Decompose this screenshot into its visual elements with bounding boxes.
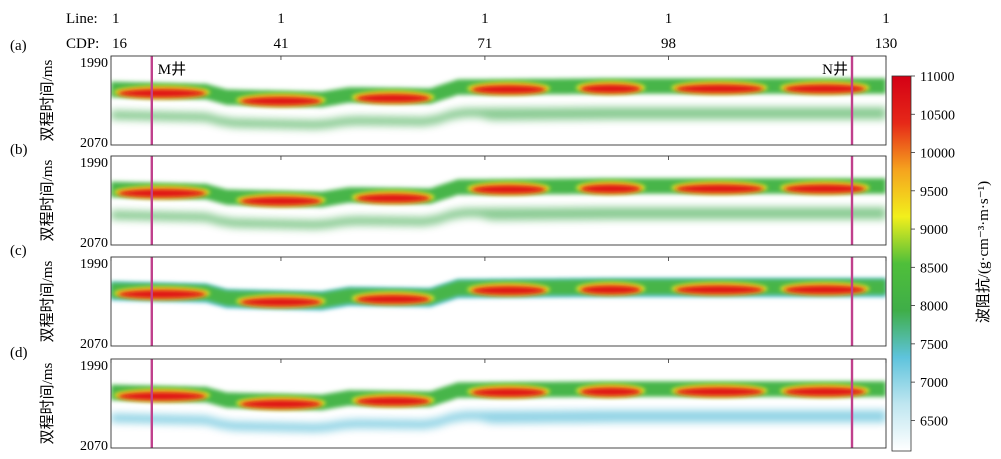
bright-spot (471, 387, 547, 398)
y-tick-label: 2070 (80, 136, 108, 151)
lower-layer (111, 410, 886, 433)
y-tick-label: 1990 (80, 56, 108, 71)
colorbar-tick-label: 10000 (920, 147, 955, 162)
line-value: 1 (481, 11, 489, 27)
panel-image (111, 178, 886, 230)
bright-spot (355, 193, 431, 203)
cdp-value: 71 (477, 36, 492, 52)
bright-spot (117, 289, 207, 299)
panel-label: (a) (10, 38, 27, 54)
header-tick-labels: 1 16 1 41 1 71 1 98 1 130 (112, 11, 897, 52)
bright-spot (580, 285, 642, 295)
bright-spot (580, 387, 642, 397)
bright-spot (355, 396, 431, 406)
bright-spot (471, 184, 547, 195)
y-axis-label: 双程时间/ms (39, 160, 56, 242)
y-axis-label: 双程时间/ms (39, 60, 56, 142)
line-value: 1 (882, 11, 890, 27)
panel: (c) 1990 2070 双程时间/ms (10, 243, 887, 352)
cdp-value: 41 (273, 36, 288, 52)
panel-image (111, 78, 886, 130)
y-tick-label: 1990 (80, 359, 108, 374)
well-label: M井 (158, 61, 186, 78)
panel-frame (110, 358, 887, 449)
cdp-value: 16 (112, 36, 128, 52)
panel-frame (110, 256, 887, 347)
header: Line: CDP: 1 16 1 41 1 71 1 98 1 130 (66, 11, 897, 52)
bright-spot (117, 188, 207, 198)
y-tick-label: 2070 (80, 337, 108, 352)
colorbar-tick-label: 6500 (920, 414, 948, 429)
line-value: 1 (665, 11, 673, 27)
bright-spot (675, 84, 764, 94)
bright-spot (240, 196, 322, 206)
panel-frame (110, 155, 887, 246)
panel-frame (110, 55, 887, 146)
colorbar-label: 波阻抗/(g·cm⁻³·m·s⁻¹) (975, 181, 992, 323)
bright-spot (240, 96, 322, 106)
bright-spot (675, 285, 764, 295)
bright-spot (675, 184, 764, 194)
well-label: N井 (822, 61, 848, 78)
bright-spot (784, 84, 866, 94)
colorbar: 11000 10500 10000 9500 9000 8500 8000 7500 7000 6… (891, 70, 992, 452)
bright-spot (471, 84, 547, 95)
panels: (a) 1990 2070 双程时间/ms M井 N井 (b) 1990 2070 双程时间/ms… (10, 38, 887, 454)
bright-spot (784, 184, 866, 194)
bright-spot (240, 297, 322, 307)
bright-spot (471, 285, 547, 296)
y-tick-label: 1990 (80, 156, 108, 171)
bright-spot (117, 88, 207, 98)
lower-layer (111, 207, 886, 230)
bright-spot (355, 294, 431, 304)
line-value: 1 (112, 11, 120, 27)
cdp-value: 130 (875, 36, 898, 52)
colorbar-tick-label: 7000 (920, 376, 948, 391)
panel-image (111, 278, 886, 311)
colorbar-tick-label: 9000 (920, 223, 948, 238)
y-axis-label: 双程时间/ms (39, 363, 56, 445)
colorbar-tick-label: 9500 (920, 185, 948, 200)
panel: (b) 1990 2070 双程时间/ms (10, 142, 887, 251)
panel: (d) 1990 2070 双程时间/ms (10, 345, 887, 454)
panel-image (111, 381, 886, 433)
panel-label: (c) (10, 243, 27, 259)
colorbar-frame (891, 75, 912, 452)
panel: (a) 1990 2070 双程时间/ms M井 N井 (10, 38, 887, 151)
colorbar-tick-label: 11000 (920, 70, 954, 85)
cdp-value: 98 (661, 36, 676, 52)
line-label: Line: (66, 11, 98, 27)
bright-spot (675, 387, 764, 397)
colorbar-tick-label: 10500 (920, 108, 955, 123)
y-tick-label: 2070 (80, 439, 108, 454)
bright-spot (784, 387, 866, 397)
bright-spot (580, 184, 642, 194)
lower-layer (111, 107, 886, 130)
colorbar-ticks: 11000 10500 10000 9500 9000 8500 8000 7500 7000 6… (911, 70, 955, 429)
y-tick-label: 1990 (80, 257, 108, 272)
y-axis-label: 双程时间/ms (39, 261, 56, 343)
panel-label: (b) (10, 142, 28, 158)
bright-spot (784, 285, 866, 295)
y-tick-label: 2070 (80, 236, 108, 251)
bright-spot (117, 391, 207, 401)
cdp-label: CDP: (66, 36, 99, 52)
bright-spot (580, 84, 642, 94)
bright-spot (355, 93, 431, 103)
line-value: 1 (277, 11, 285, 27)
colorbar-tick-label: 8000 (920, 300, 948, 315)
panel-label: (d) (10, 345, 28, 361)
bright-spot (240, 399, 322, 409)
colorbar-tick-label: 7500 (920, 338, 948, 353)
colorbar-tick-label: 8500 (920, 261, 948, 276)
